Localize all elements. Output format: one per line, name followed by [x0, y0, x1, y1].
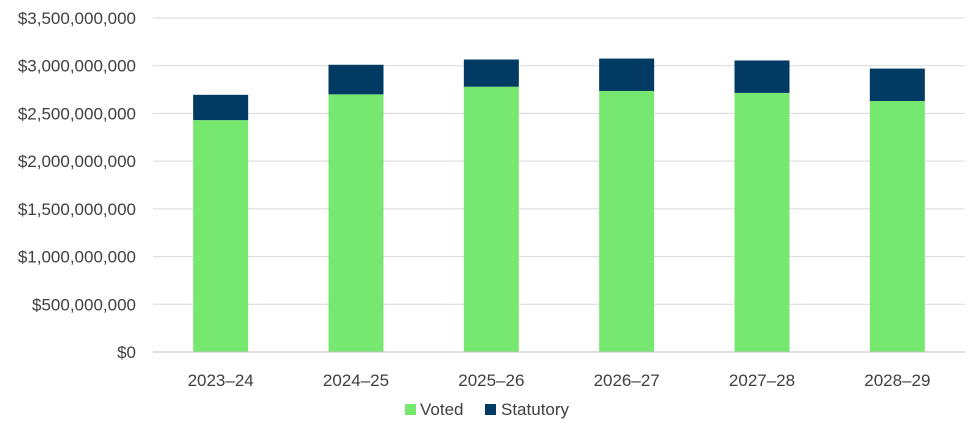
bar-voted-2027–28: [734, 92, 790, 352]
legend-swatch-statutory: [485, 404, 496, 415]
bar-voted-2024–25: [328, 94, 384, 352]
x-tick-label: 2024–25: [323, 371, 389, 390]
y-tick-label: $3,500,000,000: [18, 9, 136, 28]
bar-statutory-2026–27: [599, 58, 655, 92]
y-tick-label: $3,000,000,000: [18, 57, 136, 76]
bar-voted-2025–26: [463, 86, 519, 353]
y-tick-label: $500,000,000: [32, 295, 136, 314]
x-tick-label: 2026–27: [594, 371, 660, 390]
bar-statutory-2023–24: [193, 94, 249, 121]
gridlines: [153, 17, 965, 305]
y-tick-label: $0: [117, 343, 136, 362]
y-tick-label: $2,000,000,000: [18, 152, 136, 171]
x-tick-label: 2028–29: [864, 371, 930, 390]
x-tick-label: 2027–28: [729, 371, 795, 390]
legend-swatch-voted: [405, 404, 416, 415]
legend-label-voted: Voted: [420, 400, 464, 419]
y-tick-label: $2,500,000,000: [18, 104, 136, 123]
y-axis-tick-labels: $0 $500,000,000 $1,000,000,000 $1,500,000,0…: [18, 9, 136, 362]
bar-statutory-2025–26: [463, 59, 519, 87]
bar-voted-2026–27: [599, 91, 655, 352]
legend-label-statutory: Statutory: [501, 400, 570, 419]
legend: Voted Statutory: [405, 400, 570, 419]
bar-statutory-2028–29: [869, 68, 925, 102]
bar-statutory-2024–25: [328, 64, 384, 95]
x-tick-label: 2023–24: [188, 371, 254, 390]
bar-statutory-2027–28: [734, 60, 790, 93]
y-tick-label: $1,500,000,000: [18, 200, 136, 219]
x-axis-tick-labels: 2023–24 2024–25 2025–26 2026–27 2027–28 2028–…: [188, 371, 931, 390]
bars: [193, 58, 925, 353]
bar-voted-2028–29: [869, 101, 925, 352]
bar-voted-2023–24: [193, 120, 249, 352]
y-tick-label: $1,000,000,000: [18, 248, 136, 267]
x-tick-label: 2025–26: [458, 371, 524, 390]
